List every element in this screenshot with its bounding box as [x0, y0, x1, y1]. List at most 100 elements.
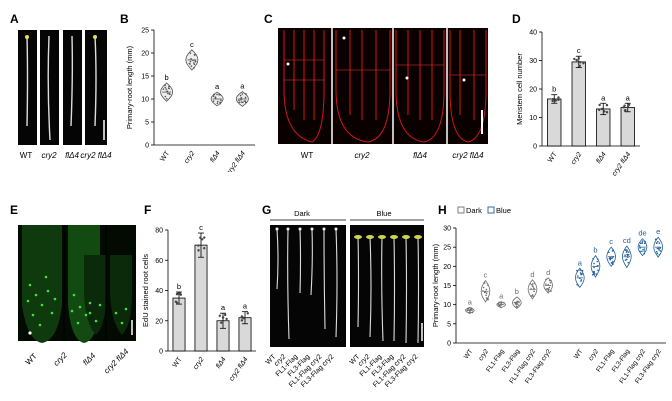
data-point: [193, 54, 196, 56]
data-point: [219, 101, 221, 103]
data-point: [244, 96, 247, 99]
x-tick-label: cry2: [192, 356, 205, 371]
significance-letter: a: [243, 302, 248, 311]
data-point: [193, 62, 195, 64]
genotype-labels: WT cry2 FL1-Flag FL3-Flag FL1-Flag cry2 …: [265, 353, 420, 389]
significance-letter: a: [601, 93, 606, 102]
data-point: [639, 247, 641, 249]
data-point: [546, 288, 549, 290]
data-point: [245, 93, 247, 95]
x-tick-label: cry2: [570, 151, 583, 166]
data-point: [216, 93, 218, 96]
data-point: [547, 289, 550, 291]
data-point: [593, 262, 595, 265]
data-point: [166, 90, 168, 93]
data-point: [603, 110, 606, 113]
significance-letter: e: [656, 227, 660, 236]
data-point: [216, 100, 219, 103]
data-point: [577, 57, 580, 60]
y-tick-label: 20: [141, 51, 149, 58]
y-tick-label: 5: [447, 321, 451, 328]
y-tick-label: 40: [155, 288, 163, 295]
data-point: [246, 312, 249, 315]
data-point: [626, 105, 630, 109]
data-point: [165, 88, 168, 90]
panel-b: B 0 5 10 15 20 25 Primary-root length (mm) b c a a…: [120, 0, 260, 172]
data-point: [238, 99, 240, 102]
data-point: [623, 109, 627, 112]
data-point: [609, 258, 611, 261]
data-point: [593, 270, 595, 273]
y-tick-label: 0: [145, 143, 149, 150]
data-point: [500, 301, 503, 304]
x-tick-label: cry2 flΔ4: [226, 150, 247, 172]
data-point: [659, 250, 662, 252]
genotype-label: cry2 flΔ4: [80, 151, 112, 160]
data-point: [483, 291, 486, 294]
data-point: [244, 101, 247, 104]
data-point: [194, 60, 196, 62]
y-tick-label: 60: [155, 258, 163, 265]
data-point: [242, 101, 244, 104]
y-tick-label: 10: [529, 115, 537, 122]
data-point: [656, 247, 659, 250]
data-point: [201, 238, 204, 241]
data-point: [240, 315, 244, 318]
y-tick-label: 20: [529, 87, 537, 94]
significance-letter: a: [468, 297, 473, 306]
bar: [547, 98, 562, 147]
data-point: [168, 87, 170, 90]
data-point: [591, 273, 594, 276]
genotype-label: cry2: [41, 151, 57, 160]
data-point: [240, 101, 243, 103]
genotype-label: flΔ4: [413, 151, 427, 160]
data-point: [164, 84, 166, 87]
data-point: [582, 62, 585, 65]
data-point: [576, 269, 578, 272]
data-point: [579, 269, 581, 272]
panel-label: A: [10, 12, 19, 26]
chart-b: 0 5 10 15 20 25 Primary-root length (mm) b c a a WT…: [125, 28, 255, 172]
y-tick-label: 20: [443, 264, 451, 271]
data-point: [516, 302, 518, 305]
data-point: [502, 301, 505, 304]
x-tick-label: cry2: [477, 348, 490, 362]
data-point: [485, 297, 488, 299]
data-point: [545, 283, 547, 285]
data-point: [168, 93, 171, 95]
confocal-images: [278, 28, 488, 144]
y-axis-label: Primary-root length (mm): [125, 45, 134, 129]
data-point: [551, 99, 554, 103]
data-point: [516, 306, 519, 309]
data-point: [598, 103, 601, 107]
data-point: [624, 254, 626, 256]
data-point: [174, 300, 178, 303]
data-point: [625, 258, 628, 261]
data-point: [487, 284, 489, 286]
y-tick-label: 10: [141, 97, 149, 104]
data-point: [482, 286, 485, 289]
genotype-label: cry2: [52, 350, 69, 367]
data-point: [499, 306, 502, 308]
data-point: [239, 94, 242, 97]
data-point: [612, 260, 614, 263]
data-point: [190, 57, 192, 60]
y-tick-label: 40: [529, 30, 537, 37]
data-point: [244, 100, 247, 102]
data-point: [218, 314, 222, 317]
x-tick-label: cry2: [183, 150, 196, 165]
data-point: [189, 63, 191, 65]
x-tick-label: WT: [463, 348, 475, 360]
data-point: [577, 284, 580, 287]
data-point: [219, 94, 222, 96]
data-point: [466, 308, 469, 310]
edu-images: [18, 225, 136, 343]
data-point: [485, 292, 488, 295]
data-point: [242, 317, 246, 320]
data-point: [532, 295, 534, 298]
chart-f: 0 20 40 60 80 EdU stained root cells b c a a WT cry…: [141, 223, 256, 382]
significance-letter: c: [190, 40, 194, 49]
data-point: [500, 302, 503, 305]
data-point: [581, 269, 584, 272]
panel-e: E WT cry2 flΔ4 cry2 flΔ4: [0, 195, 140, 375]
